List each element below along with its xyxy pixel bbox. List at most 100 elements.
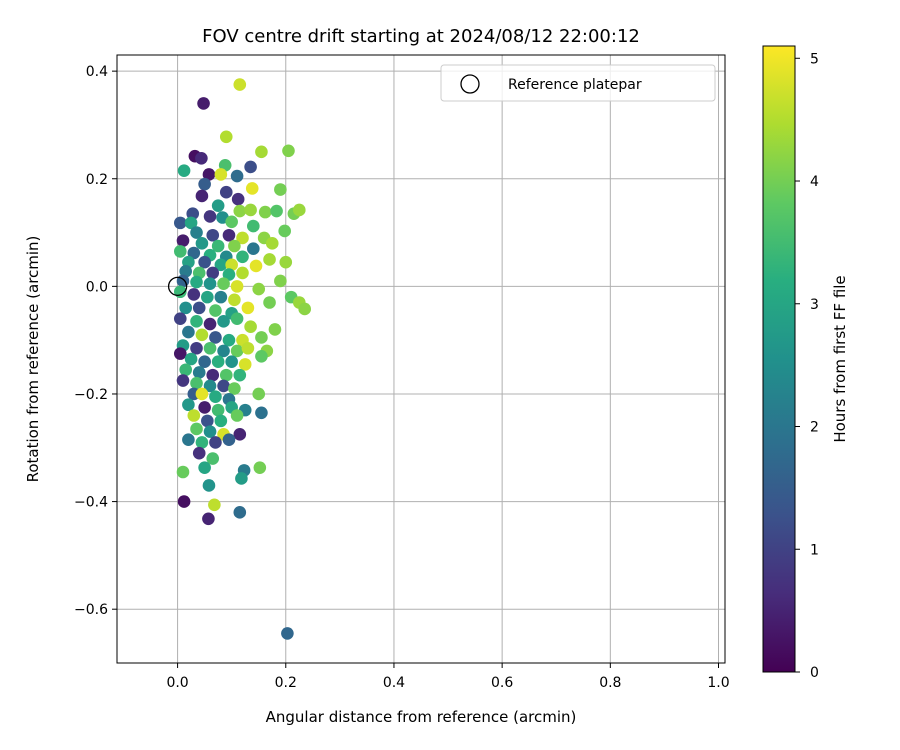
plot-frame xyxy=(116,54,726,664)
reference-layer xyxy=(167,276,188,297)
data-point xyxy=(247,219,260,233)
data-point xyxy=(217,379,230,393)
data-point xyxy=(195,189,209,203)
data-point xyxy=(233,204,247,218)
colorbar-label: Hours from first FF file xyxy=(831,275,849,442)
data-point xyxy=(263,296,276,309)
data-point xyxy=(203,425,217,438)
chart-title: FOV centre drift starting at 2024/08/12 … xyxy=(202,26,640,47)
data-point xyxy=(176,374,190,387)
data-point xyxy=(190,275,203,289)
data-point xyxy=(281,627,294,640)
data-point xyxy=(202,512,215,526)
data-point xyxy=(209,390,222,403)
data-point xyxy=(219,185,233,199)
data-point xyxy=(179,264,192,278)
y-axis-ticks: 0.4 0.2 0.0 −0.2 −0.4 −0.6 xyxy=(74,64,117,618)
legend-marker-icon xyxy=(460,74,480,94)
data-point xyxy=(211,403,225,417)
x-tick-label: 0.4 xyxy=(383,675,405,691)
data-point xyxy=(222,228,236,242)
data-point xyxy=(182,433,195,447)
data-point xyxy=(176,465,190,479)
x-tick-label: 0.6 xyxy=(491,675,513,691)
data-point xyxy=(255,331,268,344)
x-axis-label: Angular distance from reference (arcmin) xyxy=(266,708,577,726)
data-point xyxy=(192,366,206,379)
x-axis-ticks: 0.0 0.2 0.4 0.6 0.8 1.0 xyxy=(166,663,730,691)
x-tick-label: 0.2 xyxy=(275,675,297,691)
data-point xyxy=(222,268,236,281)
data-point xyxy=(252,387,266,401)
data-point xyxy=(176,234,190,247)
data-point xyxy=(274,274,287,288)
data-point xyxy=(173,245,187,258)
data-point xyxy=(214,168,228,181)
data-point xyxy=(187,246,201,260)
data-point xyxy=(230,312,244,325)
data-point xyxy=(202,168,216,181)
colorbar-tick-label: 0 xyxy=(810,665,819,681)
data-point xyxy=(198,461,211,474)
x-tick-label: 0.0 xyxy=(166,675,188,691)
data-point xyxy=(209,331,222,344)
colorbar-tick-label: 2 xyxy=(810,420,819,436)
data-point xyxy=(225,258,238,272)
data-point xyxy=(197,97,210,110)
data-point xyxy=(253,461,267,474)
data-point xyxy=(203,277,217,290)
data-point xyxy=(206,368,220,382)
data-point xyxy=(245,182,259,195)
data-point xyxy=(190,226,203,239)
data-point xyxy=(274,183,287,196)
data-point xyxy=(233,428,247,441)
data-point xyxy=(203,317,217,331)
data-point xyxy=(233,506,247,519)
data-point xyxy=(265,237,279,250)
data-point xyxy=(192,301,206,315)
reference-platepar-marker xyxy=(167,276,188,297)
data-point xyxy=(222,333,236,347)
data-point xyxy=(263,253,276,266)
data-point xyxy=(192,446,206,460)
data-point xyxy=(206,228,220,242)
data-point xyxy=(238,358,252,371)
data-point xyxy=(198,401,211,414)
data-point xyxy=(278,224,291,238)
data-point xyxy=(255,350,268,363)
data-point xyxy=(206,266,220,280)
legend-label: Reference platepar xyxy=(508,77,642,93)
data-point xyxy=(244,203,257,217)
colorbar-tick-label: 1 xyxy=(810,542,819,558)
data-point xyxy=(195,436,209,449)
data-point xyxy=(255,145,268,159)
data-point xyxy=(179,363,192,377)
data-point xyxy=(187,409,201,422)
data-point xyxy=(211,199,225,212)
data-point xyxy=(184,216,198,230)
data-point xyxy=(236,266,249,280)
data-point xyxy=(241,301,255,315)
data-point xyxy=(209,304,222,317)
data-point xyxy=(206,452,220,465)
y-tick-label: 0.2 xyxy=(86,172,108,188)
data-point xyxy=(176,274,190,288)
data-point xyxy=(228,382,241,395)
data-point xyxy=(235,472,248,485)
data-point xyxy=(219,130,233,144)
data-point xyxy=(249,259,263,273)
data-point xyxy=(203,341,217,355)
data-point xyxy=(198,255,211,269)
data-point xyxy=(236,250,249,264)
y-tick-label: −0.4 xyxy=(74,495,108,511)
data-point xyxy=(208,498,221,512)
data-point xyxy=(225,355,238,368)
data-point xyxy=(230,344,244,358)
data-point xyxy=(201,290,214,304)
data-point xyxy=(173,216,187,230)
data-point xyxy=(236,231,249,245)
data-point xyxy=(198,177,211,191)
data-point xyxy=(231,192,245,206)
legend-box xyxy=(440,64,716,102)
data-point xyxy=(282,144,295,158)
